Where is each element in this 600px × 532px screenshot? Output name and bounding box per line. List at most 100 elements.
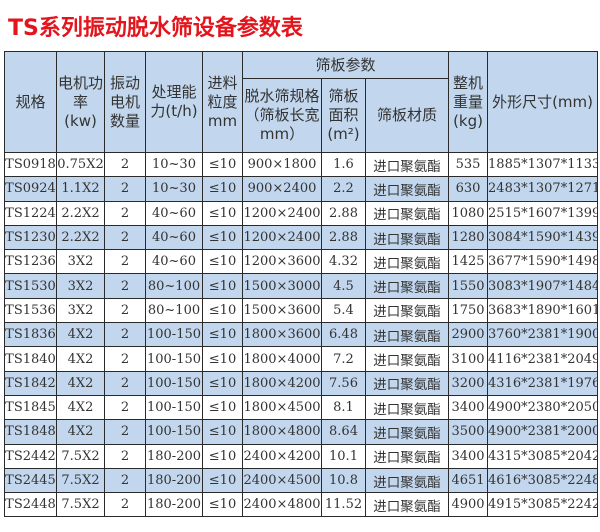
cell-screen-area: 2.2 <box>321 176 366 202</box>
cell-weight: 1550 <box>448 273 489 299</box>
table-row: TS2445 7.5X2 2 180-200 ≤10 2400×4500 10.8 进口聚氨酯… <box>4 467 599 494</box>
cell-screen-size: 900×1800 <box>242 151 322 178</box>
cell-weight: 4900 <box>448 492 489 518</box>
cell-model: TS1845 <box>4 394 57 421</box>
cell-model: TS1842 <box>4 370 57 396</box>
cell-screen-area: 8.1 <box>321 394 366 421</box>
header-dimensions: 外形尺寸(mm) <box>487 51 599 153</box>
cell-dimensions: 3084*1590*1439 <box>487 224 599 251</box>
cell-capacity: 100-150 <box>145 394 203 421</box>
cell-screen-area: 2.88 <box>321 200 366 226</box>
cell-capacity: 80~100 <box>145 297 203 324</box>
header-motor-count: 振动电机数量 <box>104 51 146 153</box>
cell-model: TS2445 <box>4 467 57 494</box>
cell-screen-area: 8.64 <box>321 419 366 445</box>
cell-screen-material: 进口聚氨酯 <box>364 370 450 396</box>
cell-feed-size: ≤10 <box>202 151 243 178</box>
cell-screen-size: 1500×3600 <box>242 297 322 324</box>
table-row: TS0918 0.75X2 2 10~30 ≤10 900×1800 1.6 进口聚氨酯 535… <box>4 151 599 178</box>
cell-screen-area: 7.2 <box>321 346 366 372</box>
cell-capacity: 180-200 <box>145 467 203 494</box>
header-screen-material: 筛板材质 <box>364 78 450 153</box>
cell-motor-power: 1.1X2 <box>56 176 105 202</box>
table-row: TS1842 4X2 2 100-150 ≤10 1800×4200 7.56 进口聚氨酯 32… <box>4 370 599 396</box>
cell-screen-area: 2.88 <box>321 224 366 251</box>
cell-motor-count: 2 <box>104 297 146 324</box>
cell-motor-count: 2 <box>104 322 146 348</box>
cell-screen-size: 1800×4200 <box>242 370 322 396</box>
cell-screen-material: 进口聚氨酯 <box>364 346 450 372</box>
table-row: TS1230 2.2X2 2 40~60 ≤10 1200×2400 2.88 进口聚氨酯 12… <box>4 224 599 251</box>
table-row: TS1836 4X2 2 100-150 ≤10 1800×3600 6.48 进口聚氨酯 29… <box>4 322 599 348</box>
cell-screen-area: 5.4 <box>321 297 366 324</box>
cell-motor-count: 2 <box>104 346 146 372</box>
cell-dimensions: 4900*2380*2050 <box>487 394 599 421</box>
header-screen-area: 筛板面积(m²) <box>321 78 366 153</box>
header-screen-size: 脱水筛规格（筛板长宽mm） <box>242 78 322 153</box>
table-row: TS0924 1.1X2 2 10~30 ≤10 900×2400 2.2 进口聚氨酯 630 2… <box>4 176 599 202</box>
cell-capacity: 100-150 <box>145 370 203 396</box>
cell-model: TS1530 <box>4 273 57 299</box>
cell-motor-count: 2 <box>104 443 146 469</box>
cell-weight: 3400 <box>448 394 489 421</box>
cell-feed-size: ≤10 <box>202 467 243 494</box>
cell-weight: 3100 <box>448 346 489 372</box>
cell-dimensions: 3760*2381*1900 <box>487 322 599 348</box>
table-row: TS2442 7.5X2 2 180-200 ≤10 2400×4200 10.1 进口聚氨酯… <box>4 443 599 469</box>
table-row: TS1224 2.2X2 2 40~60 ≤10 1200×2400 2.88 进口聚氨酯 10… <box>4 200 599 226</box>
table-row: TS1848 4X2 2 100-150 ≤10 1800×4800 8.64 进口聚氨酯 35… <box>4 419 599 445</box>
cell-weight: 3400 <box>448 443 489 469</box>
cell-weight: 3200 <box>448 370 489 396</box>
cell-motor-count: 2 <box>104 151 146 178</box>
header-model: 规格 <box>4 51 57 153</box>
cell-capacity: 40~60 <box>145 249 203 275</box>
cell-model: TS1536 <box>4 297 57 324</box>
page-title: TS系列振动脱水筛设备参数表 <box>8 16 303 41</box>
cell-model: TS0918 <box>4 151 57 178</box>
cell-screen-size: 1200×2400 <box>242 200 322 226</box>
cell-weight: 1080 <box>448 200 489 226</box>
cell-feed-size: ≤10 <box>202 370 243 396</box>
cell-model: TS2442 <box>4 443 57 469</box>
cell-feed-size: ≤10 <box>202 443 243 469</box>
cell-screen-material: 进口聚氨酯 <box>364 249 450 275</box>
table-row: TS1845 4X2 2 100-150 ≤10 1800×4500 8.1 进口聚氨酯 340… <box>4 394 599 421</box>
cell-dimensions: 4616*3085*2248 <box>487 467 599 494</box>
cell-capacity: 40~60 <box>145 224 203 251</box>
cell-feed-size: ≤10 <box>202 200 243 226</box>
cell-screen-size: 2400×4800 <box>242 492 322 518</box>
cell-feed-size: ≤10 <box>202 224 243 251</box>
cell-capacity: 10~30 <box>145 176 203 202</box>
cell-screen-area: 6.48 <box>321 322 366 348</box>
cell-dimensions: 3083*1907*1484 <box>487 273 599 299</box>
cell-screen-material: 进口聚氨酯 <box>364 492 450 518</box>
cell-weight: 630 <box>448 176 489 202</box>
cell-feed-size: ≤10 <box>202 419 243 445</box>
cell-feed-size: ≤10 <box>202 176 243 202</box>
cell-capacity: 10~30 <box>145 151 203 178</box>
cell-capacity: 100-150 <box>145 322 203 348</box>
cell-feed-size: ≤10 <box>202 346 243 372</box>
cell-capacity: 80~100 <box>145 273 203 299</box>
cell-motor-count: 2 <box>104 467 146 494</box>
cell-capacity: 180-200 <box>145 443 203 469</box>
cell-screen-material: 进口聚氨酯 <box>364 394 450 421</box>
cell-dimensions: 4915*3085*2242 <box>487 492 599 518</box>
cell-weight: 3500 <box>448 419 489 445</box>
cell-dimensions: 1885*1307*1133 <box>487 151 599 178</box>
cell-screen-size: 1800×4800 <box>242 419 322 445</box>
cell-motor-count: 2 <box>104 394 146 421</box>
table-row: TS2448 7.5X2 2 180-200 ≤10 2400×4800 11.52 进口聚氨… <box>4 492 599 518</box>
cell-motor-power: 4X2 <box>56 370 105 396</box>
cell-motor-power: 4X2 <box>56 346 105 372</box>
cell-capacity: 100-150 <box>145 419 203 445</box>
cell-dimensions: 3683*1890*1601 <box>487 297 599 324</box>
cell-screen-material: 进口聚氨酯 <box>364 322 450 348</box>
header-screen-group: 筛板参数 <box>241 51 450 79</box>
cell-motor-power: 2.2X2 <box>56 224 105 251</box>
cell-weight: 1750 <box>448 297 489 324</box>
cell-weight: 4651 <box>448 467 489 494</box>
cell-motor-power: 4X2 <box>56 394 105 421</box>
cell-feed-size: ≤10 <box>202 322 243 348</box>
cell-dimensions: 2483*1307*1271 <box>487 176 599 202</box>
